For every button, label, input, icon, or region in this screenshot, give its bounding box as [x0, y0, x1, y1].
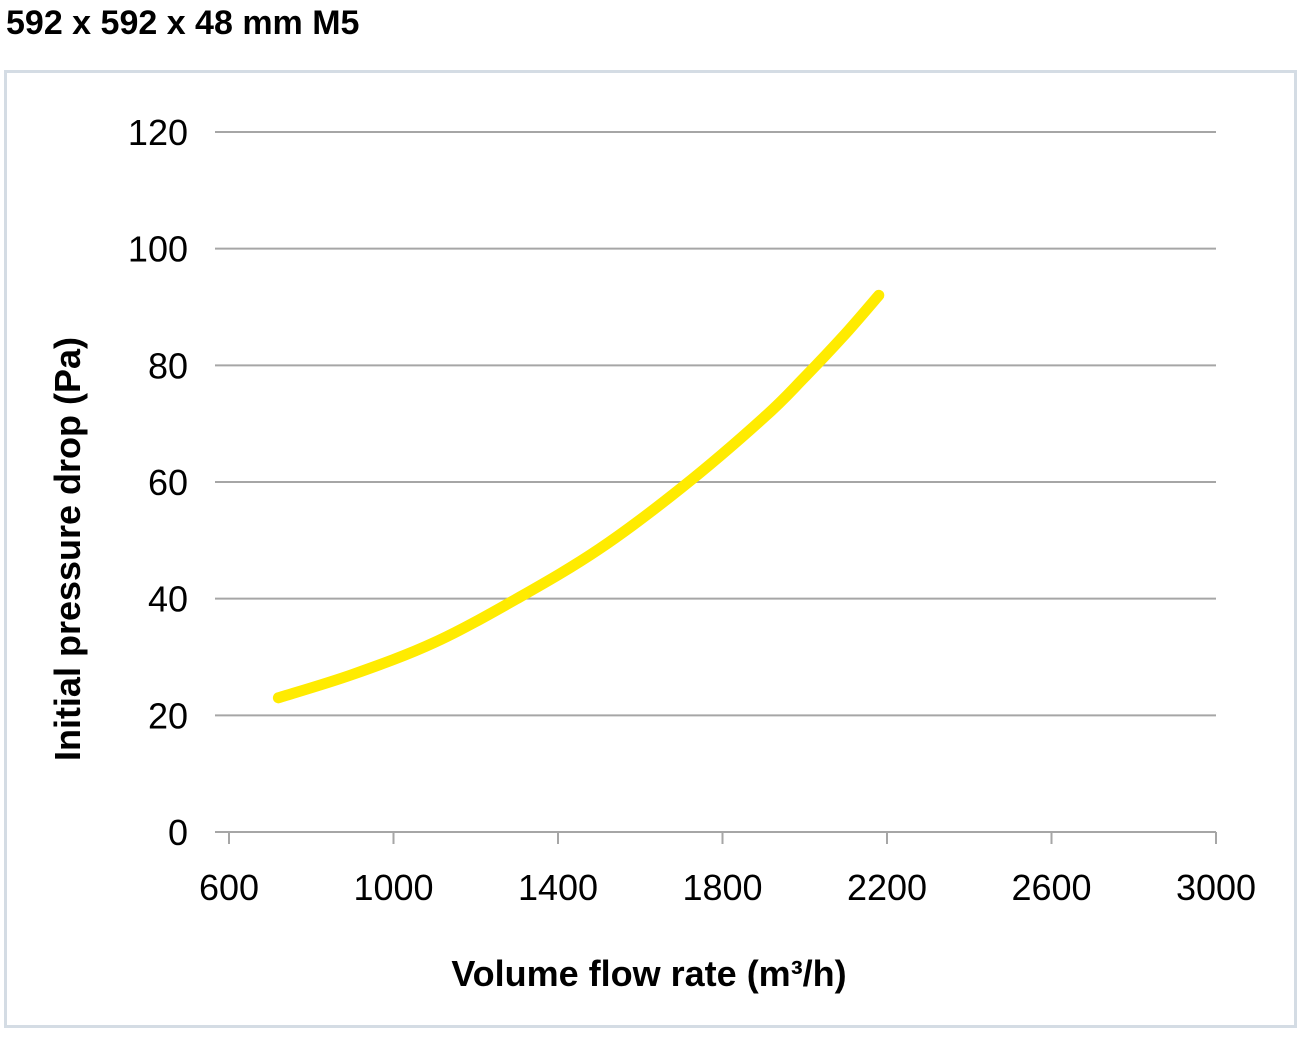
y-tick-label: 20 — [148, 695, 188, 736]
chart-frame — [4, 70, 1297, 1028]
x-tick-label: 2600 — [1011, 867, 1091, 908]
x-axis — [215, 831, 1217, 844]
y-tick-label: 60 — [148, 462, 188, 503]
y-axis-title: Initial pressure drop (Pa) — [47, 337, 88, 761]
y-tick-label: 120 — [128, 112, 188, 153]
gridlines — [215, 131, 1216, 717]
y-tick-label: 40 — [148, 579, 188, 620]
series-line — [272, 289, 885, 704]
y-tick-label: 0 — [168, 812, 188, 853]
x-axis-tick-labels: 600 1000 1400 1800 2200 2600 3000 — [199, 867, 1256, 908]
x-tick-label: 2200 — [847, 867, 927, 908]
y-tick-label: 80 — [148, 345, 188, 386]
y-axis-tick-labels: 0 20 40 60 80 100 120 — [128, 112, 188, 853]
x-tick-label: 1800 — [682, 867, 762, 908]
y-tick-label: 100 — [128, 229, 188, 270]
x-tick-label: 1000 — [353, 867, 433, 908]
x-tick-label: 3000 — [1176, 867, 1256, 908]
x-tick-label: 600 — [199, 867, 259, 908]
x-tick-label: 1400 — [518, 867, 598, 908]
series-layer — [272, 289, 885, 704]
x-axis-title: Volume flow rate (m³/h) — [451, 953, 846, 994]
page-title: 592 x 592 x 48 mm M5 — [6, 4, 360, 42]
